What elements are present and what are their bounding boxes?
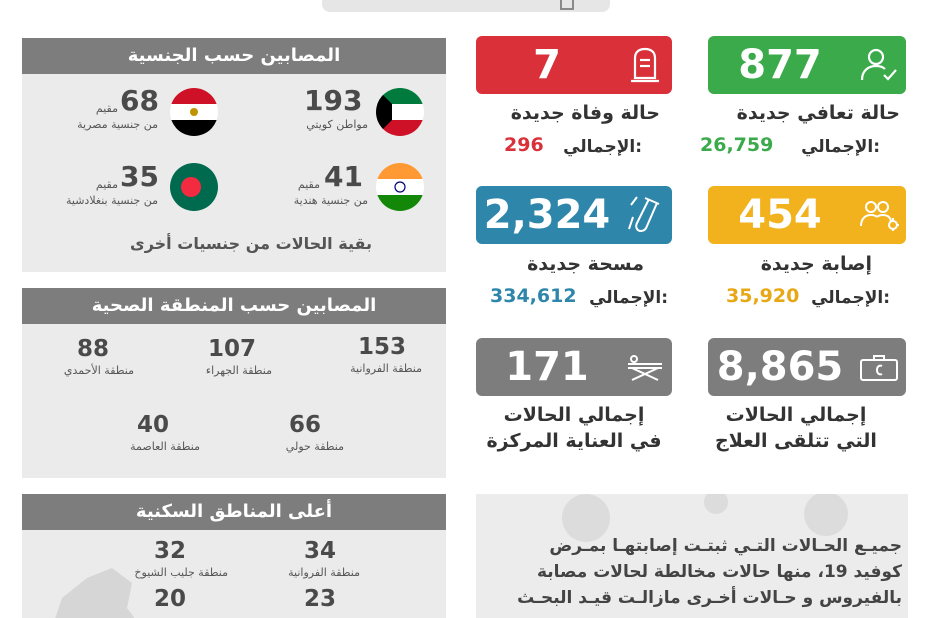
infections-title: إصابة جديدة (760, 253, 872, 275)
ahmadi-label: منطقة الأحمدي (63, 364, 134, 377)
residential-jleeb-count: 32 (153, 538, 186, 564)
swabs-total-label: الإجمالي: (589, 288, 668, 308)
medical-case-icon (852, 352, 906, 382)
kuwait-flag-icon (376, 88, 424, 136)
hawalli-count: 66 (288, 412, 321, 438)
egyptian-count: 68 (120, 84, 159, 117)
residential-jleeb-label: منطقة جليب الشيوخ (134, 566, 228, 579)
indian-label-2: من جنسية هندية (293, 194, 368, 207)
jahra-label: منطقة الجهراء (205, 364, 272, 377)
icu-box: 171 (476, 338, 672, 396)
tombstone-icon (618, 46, 672, 84)
deaths-total: 296 (504, 134, 544, 156)
note-line-3: بالفيروس و حـالات أخـرى مازالـت قيـد الب… (517, 588, 902, 608)
top-tab (322, 0, 610, 12)
deaths-total-label: الإجمالي: (563, 137, 642, 157)
kuwaiti-label: مواطن كويتي (306, 118, 368, 131)
deaths-count: 7 (533, 42, 561, 88)
test-tube-icon (618, 195, 672, 235)
recovered-total: 26,759 (700, 134, 774, 156)
india-flag-icon (376, 163, 424, 211)
residential-fourth-count: 20 (153, 586, 186, 612)
ahmadi-count: 88 (76, 336, 109, 362)
nationality-panel: المصابين حسب الجنسية 193 مواطن كويتي 68 … (22, 38, 446, 272)
region-panel: المصابين حسب المنطقة الصحية 153 منطقة ال… (22, 288, 446, 478)
note-line-1: جميـع الحـالات التـي ثبتـت إصابتهـا بمـر… (549, 536, 902, 556)
kuwaiti-count: 193 (304, 84, 363, 117)
treatment-title-2: التي تتلقى العلاج (715, 430, 877, 452)
deaths-box: 7 (476, 36, 672, 94)
treatment-title-1: إجمالي الحالات (725, 404, 867, 426)
residential-third-count: 23 (303, 586, 336, 612)
infections-total: 35,920 (726, 285, 800, 307)
recovered-title: حالة تعافي جديدة (736, 102, 900, 124)
residential-farwaniya-label: منطقة الفروانية (288, 566, 360, 579)
indian-count: 41 (324, 160, 363, 193)
recovered-total-label: الإجمالي: (801, 137, 880, 157)
egyptian-label-1: مقيم (95, 102, 118, 115)
swabs-total: 334,612 (490, 285, 577, 307)
region-title: المصابين حسب المنطقة الصحية (22, 288, 446, 324)
recovered-count: 877 (738, 42, 822, 88)
residential-title: أعلى المناطق السكنية (22, 494, 446, 530)
jahra-count: 107 (207, 336, 256, 362)
group-virus-icon (852, 198, 906, 232)
residential-panel: أعلى المناطق السكنية 34 منطقة الفروانية … (22, 494, 446, 618)
nationality-title: المصابين حسب الجنسية (22, 38, 446, 74)
capital-label: منطقة العاصمة (130, 440, 200, 453)
swabs-box: 2,324 (476, 186, 672, 244)
bangladeshi-label-1: مقيم (95, 178, 118, 191)
swabs-count: 2,324 (483, 192, 611, 238)
icu-count: 171 (505, 344, 589, 390)
icu-title-2: في العناية المركزة (486, 430, 662, 452)
user-check-icon (852, 47, 906, 83)
egyptian-label-2: من جنسية مصرية (77, 118, 158, 131)
bangladesh-flag-icon (170, 163, 218, 211)
map-silhouette-icon (55, 568, 135, 618)
bangladeshi-count: 35 (120, 160, 159, 193)
infections-total-label: الإجمالي: (811, 288, 890, 308)
bangladeshi-label-2: من جنسية بنغلادشية (66, 194, 158, 207)
egypt-flag-icon (170, 88, 218, 136)
stretcher-icon (618, 350, 672, 384)
calendar-icon (560, 0, 574, 10)
farwaniya-label: منطقة الفروانية (350, 362, 422, 375)
hawalli-label: منطقة حولي (285, 440, 344, 453)
deaths-title: حالة وفاة جديدة (510, 102, 660, 124)
infections-count: 454 (738, 192, 822, 238)
farwaniya-count: 153 (357, 334, 406, 360)
swabs-title: مسحة جديدة (527, 253, 644, 275)
treatment-count: 8,865 (716, 344, 844, 390)
capital-count: 40 (136, 412, 169, 438)
treatment-box: 8,865 (708, 338, 906, 396)
indian-label-1: مقيم (297, 178, 320, 191)
icu-title-1: إجمالي الحالات (503, 404, 645, 426)
virus-watermark-icon (562, 494, 848, 542)
note-line-2: كوفيد 19، منها حالات مخالطة لحالات مصابة (536, 562, 902, 582)
recovered-box: 877 (708, 36, 906, 94)
infections-box: 454 (708, 186, 906, 244)
other-nationalities-text: بقية الحالات من جنسيات أخرى (130, 234, 372, 253)
note-panel: جميـع الحـالات التـي ثبتـت إصابتهـا بمـر… (476, 494, 908, 618)
residential-farwaniya-count: 34 (303, 538, 336, 564)
